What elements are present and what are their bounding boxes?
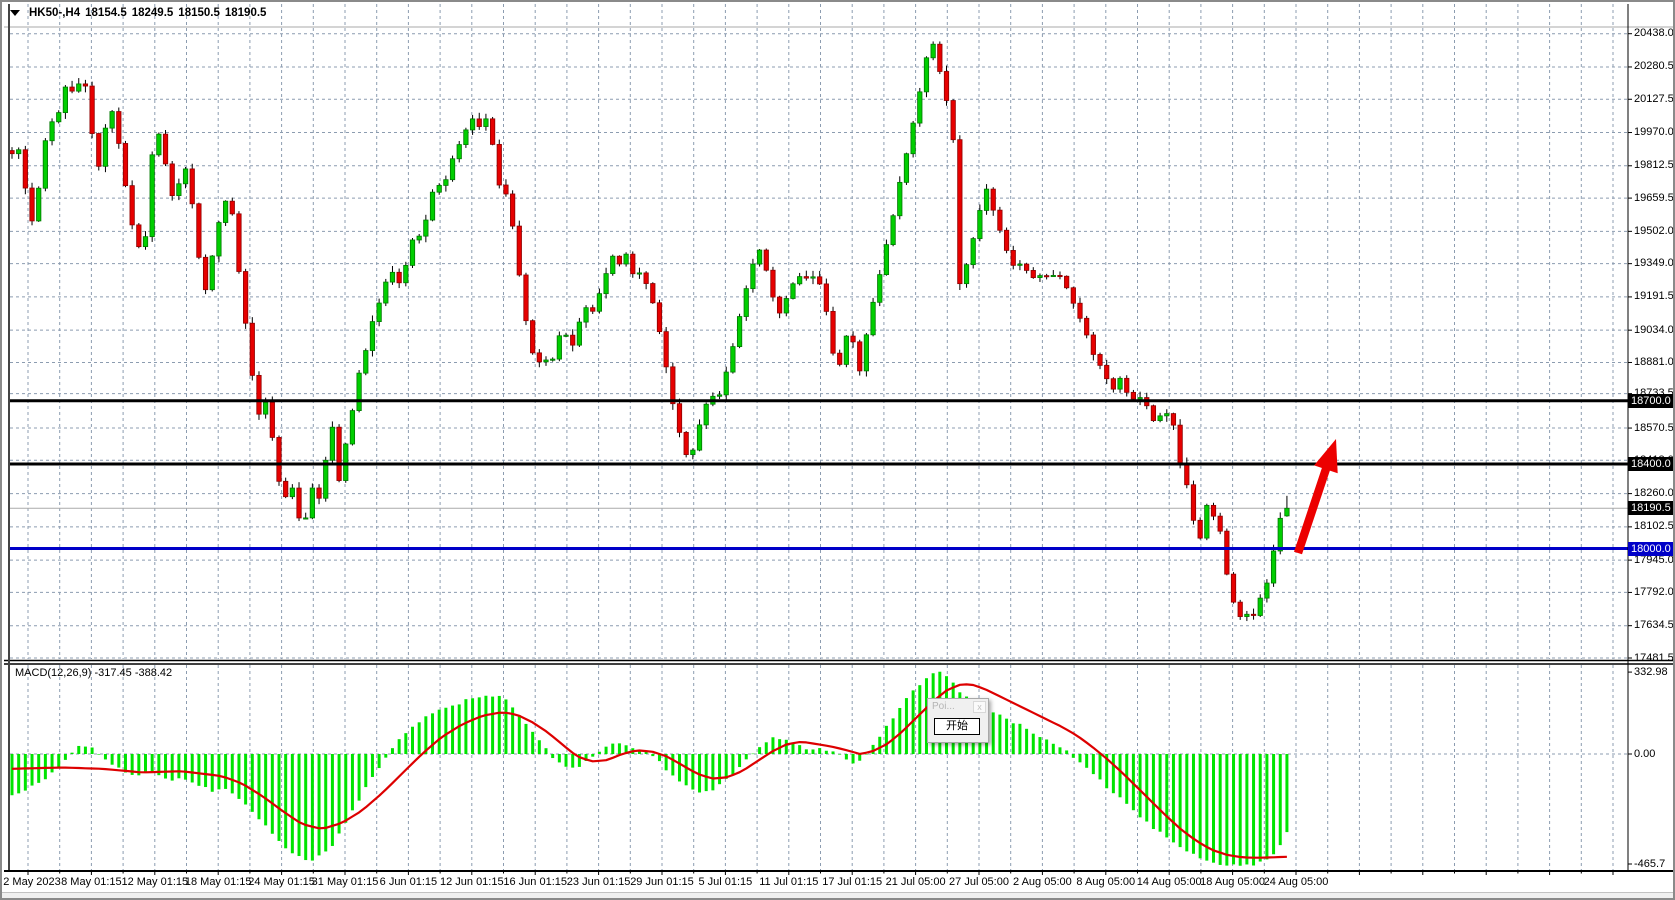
time-axis-label: 17 Jul 01:15 bbox=[822, 876, 883, 888]
time-axis-label: 2 Aug 05:00 bbox=[1013, 876, 1072, 888]
macd-axis-label: 332.98 bbox=[1634, 665, 1668, 678]
time-axis-label: 31 May 01:15 bbox=[311, 876, 379, 888]
quote-high: 18249.5 bbox=[131, 7, 174, 19]
price-axis-label: 19970.0 bbox=[1634, 126, 1674, 139]
price-badge-18700.0: 18700.0 bbox=[1628, 393, 1673, 408]
price-axis-label: 18260.0 bbox=[1634, 487, 1674, 500]
time-axis-label: 5 Jul 01:15 bbox=[698, 876, 753, 888]
axis-ticks bbox=[27, 33, 1632, 875]
macd-axis-label: -465.7 bbox=[1634, 857, 1666, 870]
window-bottom-edge bbox=[2, 892, 1673, 898]
script-popup-window: Poi... x 开始 bbox=[927, 698, 989, 743]
price-axis-label: 19034.0 bbox=[1634, 323, 1674, 336]
time-axis-label: 29 Jun 01:15 bbox=[630, 876, 694, 888]
trend-arrow[interactable] bbox=[1294, 439, 1338, 555]
price-axis-label: 17792.0 bbox=[1634, 585, 1674, 598]
macd-pane bbox=[10, 671, 1289, 866]
time-axis-label: 2 May 2023 bbox=[3, 876, 61, 888]
price-axis-label: 20280.5 bbox=[1634, 60, 1674, 73]
quote-bar: HK50-,H4 18154.5 18249.5 18150.5 18190.5 bbox=[10, 5, 266, 21]
time-axis-label: 21 Jul 05:00 bbox=[885, 876, 946, 888]
macd-signal-line bbox=[11, 683, 1287, 859]
price-axis-label: 19191.5 bbox=[1634, 290, 1674, 303]
price-axis-label: 19349.0 bbox=[1634, 257, 1674, 270]
symbol-dropdown-icon[interactable] bbox=[10, 10, 20, 16]
popup-start-button[interactable]: 开始 bbox=[934, 718, 980, 735]
time-axis-label: 8 Aug 05:00 bbox=[1076, 876, 1136, 888]
quote-low: 18150.5 bbox=[178, 7, 220, 19]
horizontal-levels bbox=[10, 399, 1628, 551]
price-axis-label: 19659.5 bbox=[1634, 191, 1674, 204]
price-badge-18190.5: 18190.5 bbox=[1628, 501, 1673, 516]
candlestick-series bbox=[10, 41, 1290, 622]
price-axis-label: 20127.5 bbox=[1634, 92, 1674, 105]
price-axis-label: 18881.0 bbox=[1634, 355, 1674, 368]
macd-indicator-label: MACD(12,26,9) -317.45 -388.42 bbox=[15, 667, 173, 679]
quote-close: 18190.5 bbox=[224, 7, 267, 19]
time-axis-label: 14 Aug 05:00 bbox=[1136, 876, 1202, 888]
quote-open: 18154.5 bbox=[85, 7, 127, 19]
price-axis-label: 19502.0 bbox=[1634, 224, 1674, 237]
price-axis-label: 17481.5 bbox=[1634, 651, 1674, 664]
price-axis-label: 17945.0 bbox=[1634, 553, 1674, 566]
price-axis-label: 20438.0 bbox=[1634, 27, 1674, 40]
macd-axis-label: 0.00 bbox=[1634, 747, 1656, 760]
popup-titlebar[interactable]: Poi... x bbox=[928, 699, 988, 714]
time-axis-label: 18 May 01:15 bbox=[184, 876, 252, 888]
price-axis-label: 19812.5 bbox=[1634, 159, 1674, 172]
time-axis-label: 12 Jun 01:15 bbox=[439, 876, 504, 888]
time-axis-label: 8 May 01:15 bbox=[61, 876, 122, 888]
price-badge-18400.0: 18400.0 bbox=[1628, 457, 1673, 472]
price-axis-label: 18102.5 bbox=[1634, 520, 1674, 533]
symbol-period-label: HK50-,H4 bbox=[29, 7, 81, 19]
time-axis-label: 6 Jun 01:15 bbox=[379, 876, 438, 888]
time-axis-label: 23 Jun 01:15 bbox=[566, 876, 631, 888]
popup-title: Poi... bbox=[932, 701, 955, 712]
time-axis-label: 12 May 01:15 bbox=[121, 876, 189, 888]
time-axis-label: 24 Aug 05:00 bbox=[1263, 876, 1329, 888]
price-axis-label: 18570.5 bbox=[1634, 421, 1674, 434]
time-axis-label: 24 May 01:15 bbox=[248, 876, 315, 888]
time-axis-label: 16 Jun 01:15 bbox=[503, 876, 567, 888]
price-axis-label: 17634.5 bbox=[1634, 619, 1674, 632]
time-axis-label: 11 Jul 01:15 bbox=[759, 876, 819, 888]
time-axis-label: 18 Aug 05:00 bbox=[1200, 876, 1266, 888]
time-axis-label: 27 Jul 05:00 bbox=[949, 876, 1009, 888]
price-badge-18000.0: 18000.0 bbox=[1628, 541, 1673, 556]
popup-close-icon[interactable]: x bbox=[973, 701, 986, 713]
